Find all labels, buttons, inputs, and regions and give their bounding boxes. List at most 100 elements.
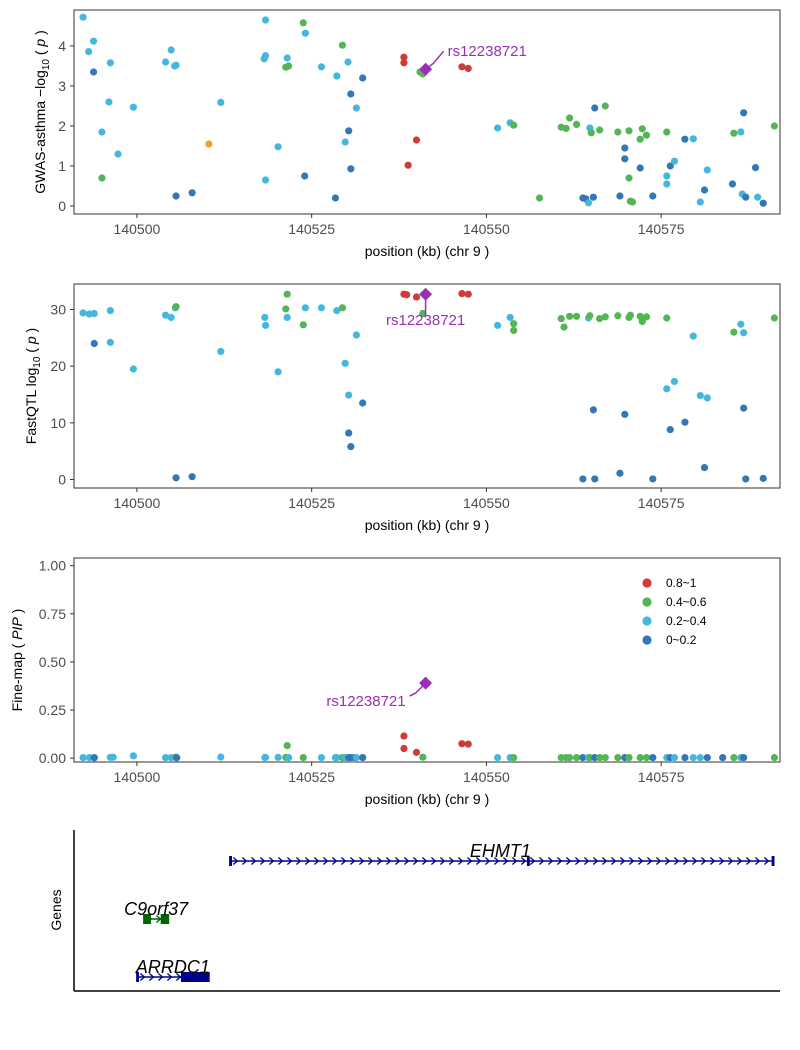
finemap-data-point (696, 753, 704, 762)
gene-strand-arrow (529, 857, 536, 865)
gwas-data-point (338, 41, 347, 49)
gene-strand-arrow (619, 857, 626, 865)
finemap-data-point (596, 753, 604, 762)
finemap-data-point (412, 748, 421, 756)
gene-strand-arrow (718, 857, 725, 865)
gwas-data-point (333, 72, 341, 80)
gene-strand-arrow (439, 857, 446, 865)
fastqtl-x-tick-label: 140575 (638, 495, 685, 511)
finemap-data-point (359, 753, 367, 762)
fastqtl-data-point (217, 347, 225, 356)
gwas-data-point (347, 165, 355, 173)
gene-strand-arrow (502, 857, 509, 865)
gwas-y-tick-label: 2 (58, 118, 66, 134)
finemap-data-point (352, 753, 360, 762)
gwas-data-point (589, 193, 597, 201)
gwas-y-tick-label: 4 (58, 38, 66, 54)
gene-strand-arrow (331, 857, 338, 865)
gwas-y-axis-title: GWAS-asthma −log10 ( p ) (32, 30, 52, 194)
gene-strand-arrow (628, 857, 635, 865)
gene-strand-arrow (655, 857, 662, 865)
fastqtl-data-point (703, 394, 711, 402)
gwas-data-point (636, 164, 644, 172)
gwas-data-point (172, 192, 180, 200)
gene-strand-arrow (295, 857, 302, 865)
fastqtl-points: rs12238721 (79, 287, 779, 483)
gwas-data-point (188, 189, 196, 197)
fastqtl-data-point (345, 429, 353, 437)
fastqtl-data-point (681, 418, 689, 426)
gene-strand-arrow (313, 857, 320, 865)
fastqtl-data-point (458, 290, 466, 298)
gwas-data-point (274, 143, 282, 151)
gene-strand-arrow (727, 857, 734, 865)
gwas-data-point (359, 74, 367, 82)
fastqtl-data-point (352, 331, 360, 339)
legend-label: 0~0.2 (666, 633, 697, 647)
genes-panel: Genes EHMT1 C9orf37 ARRDC1 (48, 830, 780, 992)
legend-swatch (642, 616, 652, 626)
finemap-x-tick-label: 140525 (288, 769, 335, 785)
gene-strand-arrow (556, 857, 563, 865)
fastqtl-data-point (106, 338, 114, 346)
finemap-data-point (217, 753, 225, 761)
fastqtl-data-point (345, 391, 353, 399)
genes-y-axis-title: Genes (48, 889, 64, 930)
gene-label: ARRDC1 (135, 957, 210, 977)
gwas-data-point (345, 127, 353, 135)
fastqtl-data-point (740, 329, 748, 337)
finemap-x-tick-label: 140575 (638, 769, 685, 785)
fastqtl-y-tick-label: 0 (58, 472, 66, 488)
gene-strand-arrow (457, 857, 464, 865)
fastqtl-data-point (167, 313, 175, 322)
gwas-plot-frame (73, 9, 781, 215)
gwas-data-point (114, 150, 122, 158)
gwas-x-tick-label: 140575 (638, 221, 685, 237)
gene-strand-arrow (610, 857, 617, 865)
gene-tracks: EHMT1 C9orf37 ARRDC1 (124, 841, 775, 982)
gene-strand-arrow (277, 857, 284, 865)
legend-label: 0.8~1 (666, 576, 697, 590)
fastqtl-data-point (506, 313, 514, 322)
gwas-data-point (754, 193, 762, 201)
fastqtl-data-point (282, 305, 290, 313)
fastqtl-lead-snp-marker (419, 287, 433, 301)
gwas-data-point (261, 176, 270, 184)
finemap-data-point (400, 744, 408, 753)
fastqtl-data-point (740, 404, 748, 412)
gwas-data-point (284, 62, 293, 70)
gene-strand-arrow (148, 973, 155, 981)
gwas-x-axis-title: position (kb) (chr 9 ) (365, 243, 489, 259)
finemap-data-point (670, 753, 679, 762)
gwas-data-point (625, 127, 633, 135)
fastqtl-data-point (572, 312, 581, 320)
finemap-y-tick-label: 0.50 (39, 654, 66, 670)
gwas-data-point (587, 129, 595, 137)
gwas-data-point (260, 55, 268, 63)
gwas-data-point (458, 63, 466, 71)
finemap-data-point (261, 753, 270, 761)
gwas-lead-snp-marker (419, 62, 433, 76)
gene-strand-arrow (385, 857, 392, 865)
fastqtl-y-tick-label: 10 (50, 415, 66, 431)
finemap-x-axis: 140500 140525 140550 140575 (114, 762, 685, 785)
finemap-lead-snp-label: rs12238721 (326, 693, 405, 710)
finemap-data-point (770, 753, 779, 762)
finemap-data-point (173, 754, 181, 762)
finemap-data-point (579, 753, 587, 762)
gene-strand-arrow (700, 857, 707, 865)
gwas-data-point (596, 126, 604, 134)
gwas-data-point (742, 193, 750, 201)
gene-strand-arrow (484, 857, 491, 865)
gwas-data-point (759, 199, 767, 207)
gwas-data-point (751, 164, 760, 172)
finemap-y-axis-title: Fine-map ( PIP ) (9, 609, 25, 712)
gene-strand-arrow (157, 973, 164, 981)
fastqtl-data-point (79, 309, 87, 317)
finemap-data-point (299, 753, 307, 762)
gwas-data-point (98, 174, 106, 182)
ld-legend: 0.8~1 0.4~0.6 0.2~0.4 0~0.2 (642, 576, 707, 647)
finemap-data-point (464, 740, 472, 748)
gwas-data-point (217, 98, 225, 106)
fastqtl-x-axis-title: position (kb) (chr 9 ) (365, 517, 489, 533)
